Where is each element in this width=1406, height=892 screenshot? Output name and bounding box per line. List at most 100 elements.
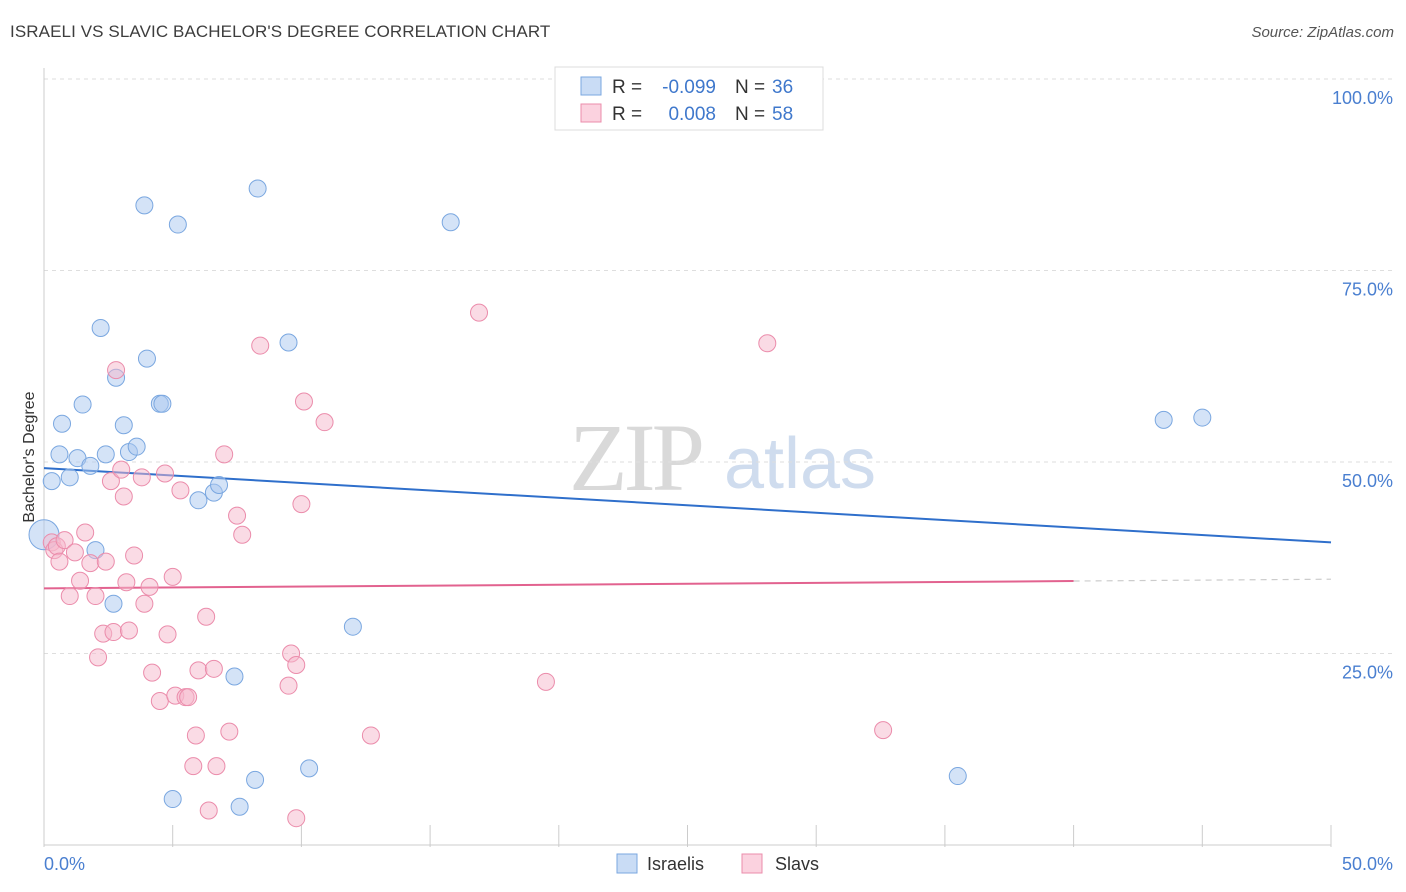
trend-line-slavs-extension <box>1073 578 1332 582</box>
point-slavs <box>117 573 136 592</box>
point-slavs <box>233 525 252 544</box>
point-slavs <box>287 655 306 674</box>
legend-n-label-israelis: N = <box>735 77 765 98</box>
axes <box>43 68 1332 847</box>
point-slavs <box>89 648 108 667</box>
trend-lines <box>43 467 1332 590</box>
y-axis-label: Bachelor's Degree <box>21 391 38 522</box>
point-slavs <box>220 722 239 741</box>
point-israelis <box>104 594 123 613</box>
point-slavs <box>758 334 777 353</box>
bottom-legend-swatch-israelis <box>616 853 638 874</box>
point-israelis <box>168 215 187 234</box>
legend-n-value-slavs: 58 <box>772 104 793 125</box>
point-slavs <box>470 303 489 322</box>
point-israelis <box>114 416 133 435</box>
point-slavs <box>135 594 154 613</box>
trend-line-slavs <box>43 580 1074 590</box>
correlation-legend: R = -0.099 N = 36 R = 0.008 N = 58 <box>554 66 824 131</box>
point-israelis <box>441 213 460 232</box>
point-israelis <box>127 437 146 456</box>
legend-r-value-slavs: 0.008 <box>668 104 716 125</box>
point-israelis <box>81 456 100 475</box>
point-israelis <box>163 790 182 809</box>
x-tick-label-max: 50.0% <box>1342 854 1393 874</box>
source-credit: Source: ZipAtlas.com <box>1251 24 1394 41</box>
point-israelis <box>137 349 156 368</box>
watermark-atlas: atlas <box>724 424 876 504</box>
chart-title: ISRAELI VS SLAVIC BACHELOR'S DEGREE CORR… <box>10 22 551 41</box>
point-slavs <box>150 691 169 710</box>
y-tick-label: 100.0% <box>1332 88 1393 108</box>
point-slavs <box>86 587 105 606</box>
point-slavs <box>65 543 84 562</box>
point-slavs <box>76 523 95 542</box>
point-slavs <box>81 554 100 573</box>
point-israelis <box>343 617 362 636</box>
point-slavs <box>104 623 123 642</box>
point-slavs <box>143 663 162 682</box>
bottom-legend-label-israelis: Israelis <box>647 854 704 874</box>
point-slavs <box>228 506 247 525</box>
y-tick-label: 50.0% <box>1342 471 1393 491</box>
legend-r-label-slavs: R = <box>612 104 642 125</box>
bottom-legend-label-slavs: Slavs <box>775 854 819 874</box>
point-israelis <box>189 491 208 510</box>
legend-r-value-israelis: -0.099 <box>662 77 716 98</box>
point-slavs <box>287 809 306 828</box>
point-slavs <box>171 481 190 500</box>
point-israelis <box>948 767 967 786</box>
legend-r-label-israelis: R = <box>612 77 642 98</box>
legend-n-label-slavs: N = <box>735 104 765 125</box>
y-tick-label: 25.0% <box>1342 663 1393 683</box>
point-slavs <box>158 625 177 644</box>
point-slavs <box>163 567 182 586</box>
point-slavs <box>96 552 115 571</box>
x-tick-label-min: 0.0% <box>44 854 85 874</box>
point-slavs <box>292 495 311 514</box>
point-slavs <box>536 672 555 691</box>
point-slavs <box>50 552 69 571</box>
point-israelis <box>50 445 69 464</box>
bottom-legend-swatch-slavs <box>741 853 763 874</box>
point-slavs <box>114 487 133 506</box>
legend-n-value-israelis: 36 <box>772 77 793 98</box>
point-israelis <box>1154 410 1173 429</box>
point-slavs <box>132 468 151 487</box>
point-slavs <box>119 621 138 640</box>
point-slavs <box>101 472 120 491</box>
point-israelis <box>60 468 79 487</box>
point-israelis <box>230 797 249 816</box>
point-slavs <box>55 531 74 550</box>
point-israelis <box>210 475 229 494</box>
point-slavs <box>112 460 131 479</box>
series-legend: Israelis Slavs <box>616 853 819 874</box>
point-israelis <box>246 770 265 789</box>
point-slavs <box>107 361 126 380</box>
point-slavs <box>207 757 226 776</box>
point-slavs <box>279 676 298 695</box>
legend-swatch-slavs <box>580 103 602 123</box>
point-slavs <box>179 688 198 707</box>
watermark-zip: ZIP <box>569 404 702 511</box>
y-tick-label: 75.0% <box>1342 280 1393 300</box>
point-israelis <box>42 472 61 491</box>
trend-line-israelis <box>43 467 1332 544</box>
point-israelis <box>225 667 244 686</box>
point-israelis <box>248 179 267 198</box>
point-slavs <box>184 757 203 776</box>
point-israelis <box>153 394 172 413</box>
point-israelis <box>279 333 298 352</box>
point-slavs <box>361 726 380 745</box>
point-slavs <box>197 607 216 626</box>
point-slavs <box>155 464 174 483</box>
y-tick-labels: 25.0% 50.0% 75.0% 100.0% <box>1332 88 1393 683</box>
point-israelis <box>1193 408 1212 427</box>
point-slavs <box>874 721 893 740</box>
point-slavs <box>189 661 208 680</box>
point-israelis <box>96 445 115 464</box>
point-slavs <box>71 571 90 590</box>
point-slavs <box>199 801 218 820</box>
point-slavs <box>294 392 313 411</box>
